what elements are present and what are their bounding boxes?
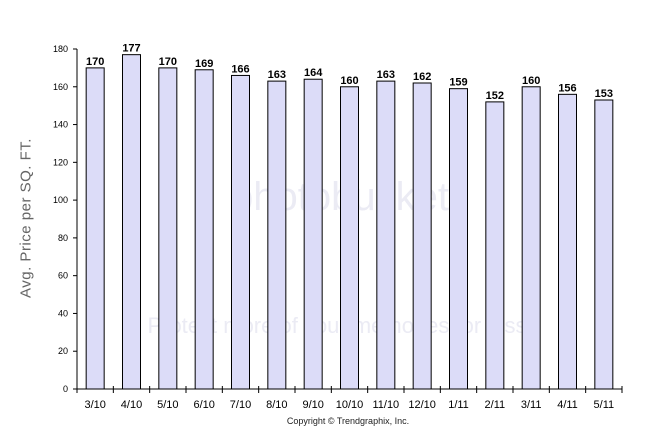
- data-label: 160: [522, 75, 540, 87]
- data-label: 152: [486, 90, 504, 102]
- x-tick-label: 1/11: [448, 399, 469, 411]
- x-tick-label: 11/10: [372, 399, 399, 411]
- y-tick-label: 160: [53, 82, 68, 92]
- x-tick-label: 3/11: [521, 399, 542, 411]
- data-label: 156: [558, 82, 576, 94]
- data-label: 170: [159, 56, 177, 68]
- bar: [194, 69, 214, 390]
- x-tick-label: 4/11: [557, 399, 578, 411]
- bar: [231, 74, 250, 390]
- bar: [376, 80, 396, 390]
- x-tick-label: 2/11: [485, 399, 506, 411]
- data-label: 160: [340, 75, 358, 87]
- bar: [158, 67, 178, 390]
- x-tick-label: 5/10: [157, 399, 178, 411]
- bar: [558, 93, 577, 390]
- data-label: 166: [231, 63, 249, 75]
- y-axis-label: Avg. Price per SQ. FT.: [17, 138, 35, 298]
- data-label: 153: [595, 88, 613, 100]
- bar: [594, 99, 614, 390]
- data-label: 163: [268, 69, 286, 81]
- x-tick-label: 5/11: [594, 399, 615, 411]
- bar: [485, 101, 505, 390]
- bar: [122, 54, 141, 390]
- bar: [412, 82, 432, 390]
- data-label: 164: [304, 67, 323, 79]
- data-label: 169: [195, 58, 213, 70]
- y-tick-label: 120: [53, 157, 68, 167]
- x-tick-label: 4/10: [121, 399, 142, 411]
- y-tick-label: 180: [53, 44, 68, 54]
- bar: [267, 80, 287, 390]
- y-tick-label: 20: [58, 346, 68, 356]
- y-tick-label: 60: [58, 271, 68, 281]
- x-tick-label: 9/10: [302, 399, 323, 411]
- x-tick-label: 12/10: [408, 399, 436, 411]
- x-tick-label: 8/10: [266, 399, 287, 411]
- y-tick-label: 100: [53, 195, 68, 205]
- x-tick-label: 3/10: [84, 399, 105, 411]
- data-label: 177: [122, 43, 140, 55]
- data-label: 170: [86, 56, 104, 68]
- y-tick-label: 80: [58, 233, 68, 243]
- data-label: 163: [377, 69, 395, 81]
- bar: [521, 86, 541, 390]
- copyright-text: Copyright © Trendgraphix, Inc.: [286, 416, 410, 426]
- footer-copyright: Copyright © Trendgraphix, Inc.: [0, 416, 646, 426]
- x-tick-label: 7/10: [230, 399, 251, 411]
- bar: [340, 86, 359, 390]
- y-tick-label: 0: [63, 384, 68, 394]
- bar: [303, 78, 323, 390]
- data-label: 162: [413, 71, 431, 83]
- bar: [85, 67, 105, 390]
- x-tick-label: 10/10: [336, 399, 364, 411]
- x-tick-label: 6/10: [193, 399, 214, 411]
- y-tick-label: 40: [58, 308, 68, 318]
- y-tick-label: 140: [53, 120, 68, 130]
- data-label: 159: [449, 77, 467, 89]
- bar: [449, 88, 468, 390]
